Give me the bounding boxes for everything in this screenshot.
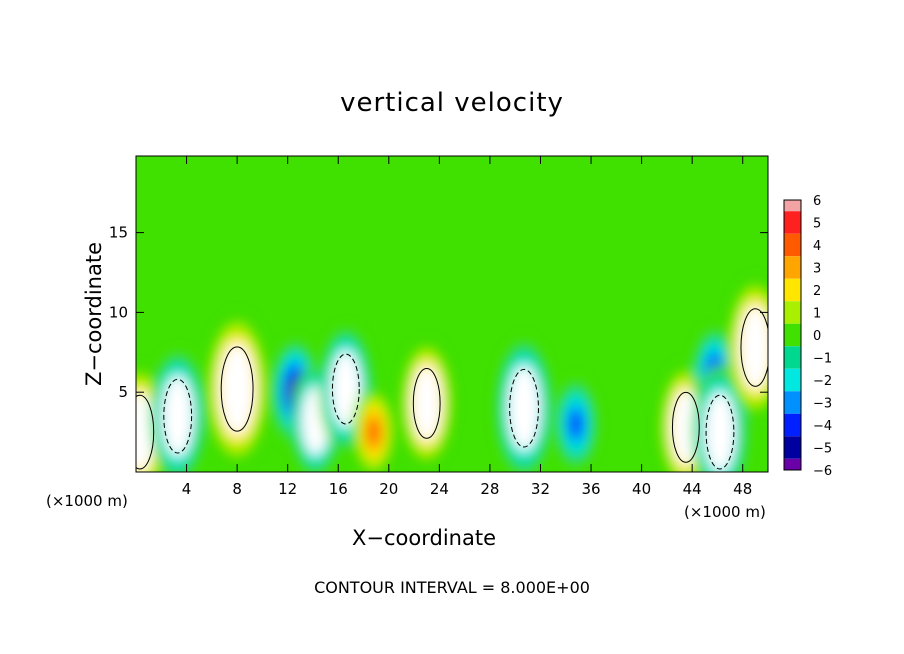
x-tick-label: 48 [733,480,752,498]
colorbar-swatch [784,301,801,324]
contour-interval-text: CONTOUR INTERVAL = 8.000E+00 [314,578,590,597]
y-tick-label: 15 [109,224,128,242]
contour-line-2 [220,346,254,432]
colorbar-tick-label: 2 [813,284,821,299]
contour-line-10 [671,391,700,463]
velocity-cell-8 [495,337,553,472]
velocity-cell-13 [726,276,768,419]
colorbar-swatch [784,391,801,414]
x-tick-label: 44 [683,480,702,498]
contour-line-5 [331,353,360,425]
colorbar-tick-label: 3 [813,262,821,277]
x-tick-label: 40 [632,480,651,498]
colorbar: 6 5 4 3 2 1 0 −1 −2 −3 −4 −5 −6 [783,194,832,479]
y-tick-label: 10 [109,303,128,321]
colorbar-tick-label: −1 [813,352,832,367]
colorbar-tick-label: 0 [813,329,821,344]
x-tick-label: 36 [581,480,600,498]
colorbar-tick-label: −2 [813,374,832,389]
colorbar-swatch [784,323,801,347]
y-tick-label: 5 [118,383,128,401]
x-tick-label: 12 [278,480,297,498]
velocity-cell-7 [399,339,454,467]
colorbar-tick-label: 4 [813,239,821,254]
plot-area [136,156,768,472]
velocity-cell-1 [149,349,206,472]
colorbar-swatch [784,211,801,234]
colorbar-swatch [784,233,801,257]
colorbar-tick-label: −3 [813,397,832,412]
x-tick-label: 28 [480,480,499,498]
velocity-cell-9 [554,378,598,471]
x-unit-left: (×1000 m) [46,492,128,510]
contour-line-8 [509,368,539,448]
y-axis-label: Z−coordinate [82,242,106,386]
x-tick-label: 32 [531,480,550,498]
colorbar-swatch [784,346,801,369]
velocity-cell-2 [205,312,269,466]
x-unit-right: (×1000 m) [684,503,766,521]
x-axis-label: X−coordinate [352,526,496,550]
colorbar-tick-label: 6 [813,194,821,209]
colorbar-swatch [784,413,801,437]
colorbar-swatch [784,278,801,302]
x-tick-label: 8 [232,480,242,498]
colorbar-tick-label: 5 [813,217,821,232]
contour-line-1 [163,378,193,454]
colorbar-swatch [784,200,801,212]
x-tick-label: 24 [430,480,449,498]
x-axis-ticks: 4 8 12 16 20 24 28 32 36 40 44 48 [182,156,752,498]
colorbar-tick-label: −6 [813,464,832,479]
colorbar-swatch [784,368,801,392]
colorbar-swatch [784,256,801,279]
contour-line-0 [136,394,155,470]
y-axis-ticks: 5 10 15 [109,224,768,401]
x-tick-label: 4 [182,480,192,498]
colorbar-tick-label: −5 [813,442,832,457]
plot-frame [135,155,769,473]
x-tick-label: 20 [379,480,398,498]
chart-title: vertical velocity [340,88,564,118]
colorbar-tick-label: −4 [813,419,832,434]
colorbar-frame [783,199,802,471]
colorbar-tick-label: 1 [813,307,821,322]
contour-line-7 [412,367,441,439]
contour-line-13 [740,308,768,387]
colorbar-swatch [784,458,801,470]
x-tick-label: 16 [329,480,348,498]
contour-line-12 [705,394,735,470]
colorbar-swatch [784,436,801,459]
velocity-cell-6 [351,386,396,472]
